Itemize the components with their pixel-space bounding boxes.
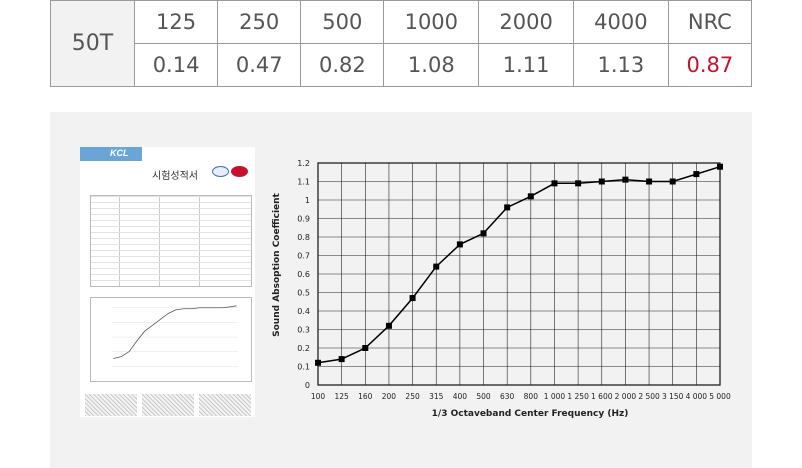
coef-cell-125: 0.14 xyxy=(133,43,219,87)
absorption-chart: 0 0.1 0.2 0.3 0.4 0.5 0.6 0.7 0.8 0.9 1 1.1 1.2 100 1… xyxy=(268,147,738,427)
x-tick-label: 1 000 xyxy=(544,392,566,401)
stamp-thumbnail-1 xyxy=(85,394,137,416)
coef-cell-250: 0.47 xyxy=(217,43,302,87)
x-axis-label: 1/3 Octaveband Center Frequency (Hz) xyxy=(432,409,629,419)
x-tick-label: 5 000 xyxy=(709,392,731,401)
y-tick-label: 0.9 xyxy=(297,215,310,224)
certification-seal-icon xyxy=(231,166,248,177)
stamp-thumbnail-3 xyxy=(199,394,251,416)
x-tick-label: 315 xyxy=(429,392,444,401)
kcl-logo-bar xyxy=(80,147,142,161)
y-tick-label: 0.4 xyxy=(297,307,310,316)
stamp-thumbnail-2 xyxy=(142,394,194,416)
model-cell: 50T xyxy=(50,0,135,87)
x-tick-label: 400 xyxy=(453,392,468,401)
kcl-logo: KCL xyxy=(110,148,129,158)
coef-cell-2000: 1.11 xyxy=(478,43,574,87)
data-point xyxy=(409,295,416,302)
y-tick-label: 0.6 xyxy=(297,270,310,279)
x-tick-label: 1 250 xyxy=(567,392,589,401)
nrc-label-cell: NRC xyxy=(667,0,753,44)
data-point xyxy=(598,178,605,185)
data-point xyxy=(315,359,321,366)
y-tick-label: 0 xyxy=(305,381,310,390)
y-tick-label: 0.1 xyxy=(297,363,310,372)
report-title: 시험성적서 xyxy=(152,171,198,182)
freq-cell-250: 250 xyxy=(217,0,302,44)
spec-table: 50T 125 250 500 1000 2000 4000 NRC 0.14 … xyxy=(50,0,753,87)
x-tick-label: 500 xyxy=(476,392,491,401)
y-tick-label: 0.8 xyxy=(297,233,310,242)
coefficient-row: 0.14 0.47 0.82 1.08 1.11 1.13 0.87 xyxy=(51,43,753,87)
data-point xyxy=(480,230,487,237)
x-tick-label: 4 000 xyxy=(686,392,708,401)
x-tick-label: 3 150 xyxy=(662,392,684,401)
data-point xyxy=(338,356,345,363)
x-tick-label: 125 xyxy=(334,392,349,401)
data-point xyxy=(575,180,582,187)
freq-cell-1000: 1000 xyxy=(383,0,480,44)
y-tick-label: 1.1 xyxy=(297,178,310,187)
y-tick-label: 0.3 xyxy=(297,326,310,335)
report-data-table xyxy=(90,195,252,287)
x-tick-label: 2 500 xyxy=(638,392,660,401)
chart-grid xyxy=(317,162,721,386)
series-markers xyxy=(315,163,723,366)
coef-cell-4000: 1.13 xyxy=(572,43,669,87)
y-axis-label: Sound Absoption Coefficient xyxy=(272,192,282,336)
y-tick-label: 1.2 xyxy=(297,159,310,168)
x-tick-labels: 100 125 160 200 250 315 400 500 630 800 1 000 1 250… xyxy=(311,392,731,401)
freq-cell-2000: 2000 xyxy=(478,0,574,44)
data-point xyxy=(551,180,558,187)
data-point xyxy=(622,176,629,183)
nrc-value-cell: 0.87 xyxy=(667,43,753,87)
coef-cell-1000: 1.08 xyxy=(383,43,480,87)
data-point xyxy=(504,204,511,211)
data-point xyxy=(362,345,369,351)
y-tick-label: 0.7 xyxy=(297,252,310,261)
coef-cell-500: 0.82 xyxy=(300,43,385,87)
x-tick-label: 1 600 xyxy=(591,392,613,401)
x-tick-label: 800 xyxy=(524,392,539,401)
x-tick-label: 630 xyxy=(500,392,515,401)
absorption-chart-svg: 00.10.20.30.40.50.60.70.80.911.11.2 100 1… xyxy=(272,159,731,419)
y-tick-label: 1 xyxy=(305,196,310,205)
data-point xyxy=(717,163,723,170)
plot-frame xyxy=(317,162,721,386)
freq-cell-125: 125 xyxy=(133,0,219,44)
report-mini-chart xyxy=(90,297,252,382)
x-tick-label: 2 000 xyxy=(615,392,637,401)
data-point xyxy=(646,178,653,185)
data-point xyxy=(669,178,676,185)
y-tick-labels: 0 0.1 0.2 0.3 0.4 0.5 0.6 0.7 0.8 0.9 1 1.1 1.2 xyxy=(297,159,310,390)
data-point xyxy=(693,171,700,178)
y-tick-label: 0.2 xyxy=(297,344,310,353)
freq-cell-4000: 4000 xyxy=(572,0,669,44)
data-point xyxy=(433,263,440,270)
accreditation-seal-icon xyxy=(212,166,229,177)
y-tick-label: 0.5 xyxy=(297,289,310,298)
data-point xyxy=(527,193,534,200)
freq-cell-500: 500 xyxy=(300,0,385,44)
x-tick-label: 160 xyxy=(358,392,373,401)
test-result-panel: KCL 시험성적서 0 0.1 0.2 0.3 0.4 0.5 0.6 0.7 0.8 0.9 1 1… xyxy=(50,112,752,468)
frequency-row: 50T 125 250 500 1000 2000 4000 NRC xyxy=(50,0,753,87)
data-point xyxy=(456,241,463,248)
x-tick-label: 100 xyxy=(311,392,326,401)
test-report-thumbnail: KCL 시험성적서 xyxy=(80,147,255,417)
x-tick-label: 200 xyxy=(382,392,397,401)
series-line xyxy=(317,165,721,364)
data-point xyxy=(385,322,392,329)
x-tick-label: 250 xyxy=(405,392,420,401)
